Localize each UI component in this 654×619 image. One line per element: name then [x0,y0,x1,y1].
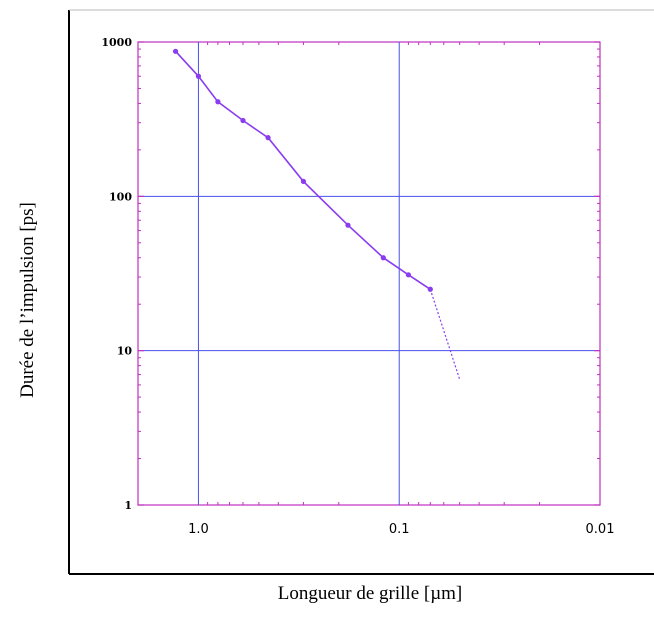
data-point [215,99,221,105]
data-point [345,222,351,228]
x-tick-label: 0.01 [586,522,615,537]
y-tick-label: 10 [117,345,133,358]
x-tick-label: 1.0 [188,522,209,537]
y-tick-label: 100 [109,190,132,203]
data-point [172,48,179,54]
x-tick-label: 0.1 [389,522,410,537]
series-line [175,50,431,290]
data-point [380,255,386,261]
data-point [405,272,412,278]
data-point [427,286,433,292]
series-line-extrapolated [429,289,461,380]
y-axis-label: Durée de l’impulsion [ps] [17,202,38,398]
y-tick-label: 1000 [101,36,132,49]
data-point [265,135,271,141]
data-point [300,178,307,184]
data-point [195,73,202,79]
y-tick-label: 1 [124,499,132,512]
x-axis-label: Longueur de grille [µm] [277,583,463,604]
data-point [240,117,246,124]
plot-area: 1 10 100 1000 1.0 0.1 0.01 [101,36,614,537]
plot-frame [137,41,601,506]
